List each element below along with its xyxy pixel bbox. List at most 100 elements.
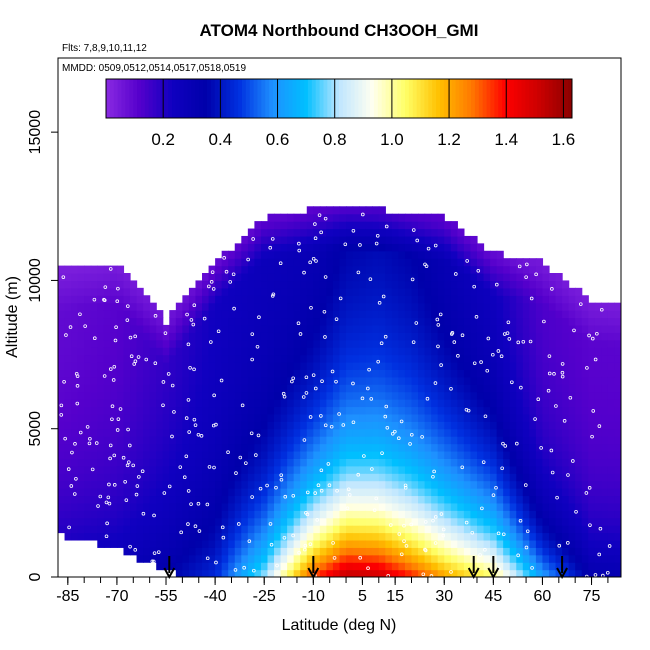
sample-point [313, 491, 317, 495]
heatmap-cell [470, 317, 478, 326]
heatmap-cell [378, 295, 386, 304]
heatmap-cell [359, 525, 367, 534]
heatmap-cell [97, 265, 105, 274]
heatmap-cell [64, 413, 72, 422]
heatmap-cell [398, 488, 406, 497]
heatmap-cell [319, 465, 328, 474]
heatmap-cell [516, 310, 524, 319]
heatmap-cell [503, 525, 511, 534]
heatmap-cell [575, 399, 583, 408]
heatmap-cell [535, 317, 544, 326]
heatmap-cell [588, 480, 596, 489]
heatmap-cell [260, 376, 269, 385]
sample-point [90, 467, 95, 472]
heatmap-cell [319, 554, 328, 563]
heatmap-cell [535, 376, 544, 385]
heatmap-cell [188, 547, 197, 556]
heatmap-cell [326, 317, 334, 326]
heatmap-cell [215, 495, 223, 504]
heatmap-cell [90, 287, 98, 296]
heatmap-cell [280, 525, 288, 534]
sample-point [369, 397, 374, 401]
heatmap-cell [359, 547, 367, 556]
heatmap-cell [516, 532, 524, 541]
heatmap-cell [457, 384, 465, 393]
heatmap-cell [372, 213, 380, 222]
heatmap-cell [601, 517, 609, 526]
heatmap-cell [234, 539, 242, 548]
heatmap-cell [169, 458, 177, 467]
heatmap-cell [372, 376, 380, 385]
heatmap-cell [260, 273, 269, 282]
heatmap-cell [503, 324, 511, 333]
heatmap-cell [195, 502, 203, 511]
heatmap-cell [293, 235, 301, 244]
heatmap-cell [280, 213, 288, 222]
heatmap-cell [490, 473, 498, 482]
heatmap-cell [463, 421, 472, 430]
heatmap-cell [300, 287, 308, 296]
heatmap-cell [195, 413, 203, 422]
heatmap-cell [444, 302, 452, 311]
heatmap-cell [208, 532, 216, 541]
heatmap-cell [509, 413, 517, 422]
heatmap-cell [555, 369, 563, 378]
heatmap-cell [221, 569, 229, 577]
heatmap-cell [195, 361, 203, 370]
heatmap-cell [339, 243, 347, 252]
heatmap-cell [372, 436, 380, 445]
heatmap-cell [562, 458, 570, 467]
heatmap-cell [607, 510, 616, 519]
heatmap-cell [90, 361, 98, 370]
heatmap-cell [156, 436, 164, 445]
heatmap-cell [241, 413, 249, 422]
heatmap-cell [470, 465, 478, 474]
heatmap-cell [234, 421, 242, 430]
heatmap-cell [411, 354, 419, 363]
heatmap-cell [372, 547, 380, 556]
heatmap-cell [437, 539, 445, 548]
heatmap-cell [260, 265, 269, 274]
heatmap-cell [424, 406, 432, 415]
heatmap-cell [476, 369, 485, 378]
heatmap-cell [103, 369, 111, 378]
heatmap-cell [614, 510, 621, 519]
heatmap-cell [234, 369, 242, 378]
heatmap-cell [116, 443, 125, 452]
heatmap-cell [365, 562, 373, 571]
heatmap-cell [169, 502, 177, 511]
heatmap-cell [267, 295, 275, 304]
heatmap-cell [319, 295, 328, 304]
sample-point [214, 560, 218, 565]
heatmap-cell [352, 473, 360, 482]
heatmap-cell [202, 376, 210, 385]
heatmap-cell [352, 243, 360, 252]
heatmap-cell [535, 347, 544, 356]
plot-frame [57, 57, 622, 578]
sample-point [326, 462, 331, 466]
heatmap-cell [175, 339, 183, 348]
heatmap-cell [555, 280, 563, 289]
heatmap-cell [267, 399, 275, 408]
heatmap-cell [90, 280, 98, 289]
heatmap-cell [490, 406, 498, 415]
heatmap-cell [267, 376, 275, 385]
heatmap-cell [300, 228, 308, 237]
heatmap-cell [326, 428, 334, 437]
heatmap-cell [215, 517, 223, 526]
colorbar-segment [113, 79, 119, 118]
heatmap-cell [516, 391, 524, 400]
heatmap-cell [241, 376, 249, 385]
heatmap-cell [463, 569, 472, 577]
sample-point [585, 366, 589, 370]
heatmap-cell [398, 354, 406, 363]
heatmap-cell [77, 324, 85, 333]
heatmap-cell [398, 273, 406, 282]
heatmap-cell [293, 339, 301, 348]
heatmap-cell [404, 421, 413, 430]
heatmap-cell [437, 280, 445, 289]
heatmap-cell [391, 250, 400, 259]
heatmap-cell [64, 376, 72, 385]
heatmap-cell [208, 384, 216, 393]
heatmap-cell [116, 324, 125, 333]
